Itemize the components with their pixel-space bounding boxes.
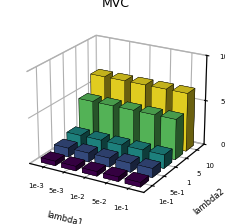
- X-axis label: lambda1: lambda1: [46, 211, 83, 224]
- Y-axis label: lambda2: lambda2: [192, 186, 225, 216]
- Title: MVC: MVC: [102, 0, 130, 10]
